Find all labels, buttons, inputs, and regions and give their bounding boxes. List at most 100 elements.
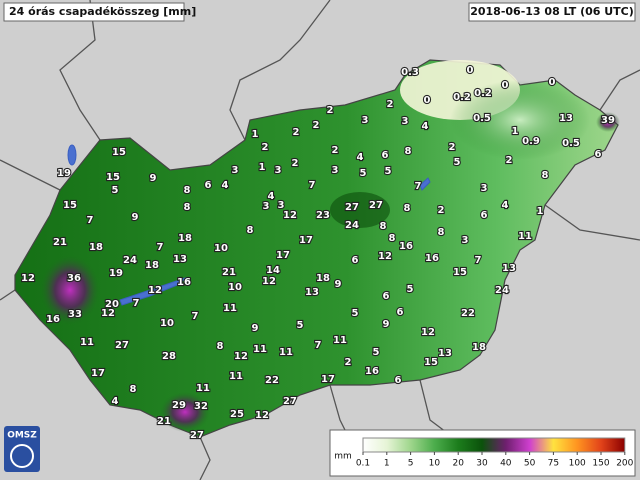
station-value: 6 xyxy=(397,307,404,318)
station-value: 8 xyxy=(380,221,387,232)
station-value: 3 xyxy=(278,200,285,211)
station-value: 2 xyxy=(345,357,352,368)
station-value: 9 xyxy=(132,212,139,223)
station-value: 11 xyxy=(196,383,210,394)
station-value: 6 xyxy=(352,255,359,266)
station-value: 24 xyxy=(123,255,137,266)
station-value: 10 xyxy=(228,282,242,293)
station-value: 8 xyxy=(247,225,254,236)
station-value: 18 xyxy=(145,260,159,271)
station-value: 3 xyxy=(481,183,488,194)
station-value: 4 xyxy=(112,396,119,407)
station-value: 7 xyxy=(157,242,164,253)
station-value: 12 xyxy=(101,308,115,319)
station-value: 11 xyxy=(253,344,267,355)
legend-tick-label: 40 xyxy=(500,459,512,469)
station-value: 24 xyxy=(495,285,509,296)
station-value: 14 xyxy=(266,265,280,276)
station-value: 6 xyxy=(205,180,212,191)
logo-text: OMSZ xyxy=(7,431,37,441)
legend-tick-label: 0.1 xyxy=(356,459,370,469)
station-value: 33 xyxy=(68,309,82,320)
station-value: 3 xyxy=(462,235,469,246)
station-value: 0 xyxy=(549,77,556,88)
station-value: 2 xyxy=(332,145,339,156)
station-value: 28 xyxy=(162,351,176,362)
station-value: 27 xyxy=(345,202,359,213)
station-value: 21 xyxy=(222,267,236,278)
station-value: 13 xyxy=(502,263,516,274)
station-value: 3 xyxy=(263,201,270,212)
station-value: 15 xyxy=(424,357,438,368)
station-value: 13 xyxy=(173,254,187,265)
station-value: 4 xyxy=(268,191,275,202)
station-value: 13 xyxy=(438,348,452,359)
station-value: 4 xyxy=(422,121,429,132)
station-value: 7 xyxy=(415,181,422,192)
station-value: 8 xyxy=(130,384,137,395)
station-value: 12 xyxy=(234,351,248,362)
station-value: 0.9 xyxy=(522,136,540,147)
station-value: 21 xyxy=(157,416,171,427)
title-box xyxy=(3,2,185,22)
station-value: 19 xyxy=(109,268,123,279)
station-value: 11 xyxy=(518,231,532,242)
station-value: 17 xyxy=(91,368,105,379)
station-value: 23 xyxy=(316,210,330,221)
station-value: 11 xyxy=(223,303,237,314)
station-value: 0.2 xyxy=(453,92,471,103)
station-value: 12 xyxy=(148,285,162,296)
station-value: 1 xyxy=(252,129,259,140)
legend-tick-label: 10 xyxy=(429,459,441,469)
station-value: 27 xyxy=(283,396,297,407)
station-value: 10 xyxy=(214,243,228,254)
title: 24 órás csapadékösszeg [mm] xyxy=(9,5,196,18)
legend-tick-label: 20 xyxy=(452,459,464,469)
station-value: 5 xyxy=(454,157,461,168)
station-value: 22 xyxy=(461,308,475,319)
station-value: 16 xyxy=(46,314,60,325)
station-value: 18 xyxy=(178,233,192,244)
legend-unit: mm xyxy=(334,452,352,462)
station-value: 2 xyxy=(293,127,300,138)
station-value: 18 xyxy=(472,342,486,353)
station-value: 12 xyxy=(255,410,269,421)
station-value: 2 xyxy=(313,120,320,131)
station-value: 13 xyxy=(305,287,319,298)
station-value: 4 xyxy=(357,152,364,163)
station-value: 5 xyxy=(297,320,304,331)
station-value: 17 xyxy=(299,235,313,246)
station-value: 5 xyxy=(112,185,119,196)
station-value: 12 xyxy=(283,210,297,221)
station-value: 27 xyxy=(369,200,383,211)
station-value: 8 xyxy=(405,146,412,157)
station-value: 2 xyxy=(327,105,334,116)
station-value: 0 xyxy=(467,65,474,76)
station-value: 11 xyxy=(80,337,94,348)
legend-tick-label: 200 xyxy=(616,459,633,469)
station-value: 7 xyxy=(309,180,316,191)
station-value: 1 xyxy=(537,206,544,217)
station-value: 9 xyxy=(383,319,390,330)
station-value: 3 xyxy=(232,165,239,176)
station-value: 11 xyxy=(333,335,347,346)
station-value: 8 xyxy=(542,170,549,181)
station-value: 1 xyxy=(512,126,519,137)
station-value: 8 xyxy=(184,202,191,213)
station-value: 3 xyxy=(402,116,409,127)
waters xyxy=(67,144,431,306)
station-value: 6 xyxy=(595,149,602,160)
station-value: 2 xyxy=(506,155,513,166)
station-value: 15 xyxy=(63,200,77,211)
station-value: 0.5 xyxy=(473,113,491,124)
station-value: 2 xyxy=(438,205,445,216)
station-value: 22 xyxy=(265,375,279,386)
station-value: 36 xyxy=(67,273,81,284)
station-value: 8 xyxy=(184,185,191,196)
station-value: 9 xyxy=(150,173,157,184)
station-value: 12 xyxy=(421,327,435,338)
legend: 0.1 1 5 10 20 30 40 50 75 100 150 200 xyxy=(356,437,634,469)
station-value: 15 xyxy=(106,172,120,183)
legend-tick-label: 75 xyxy=(548,459,559,469)
